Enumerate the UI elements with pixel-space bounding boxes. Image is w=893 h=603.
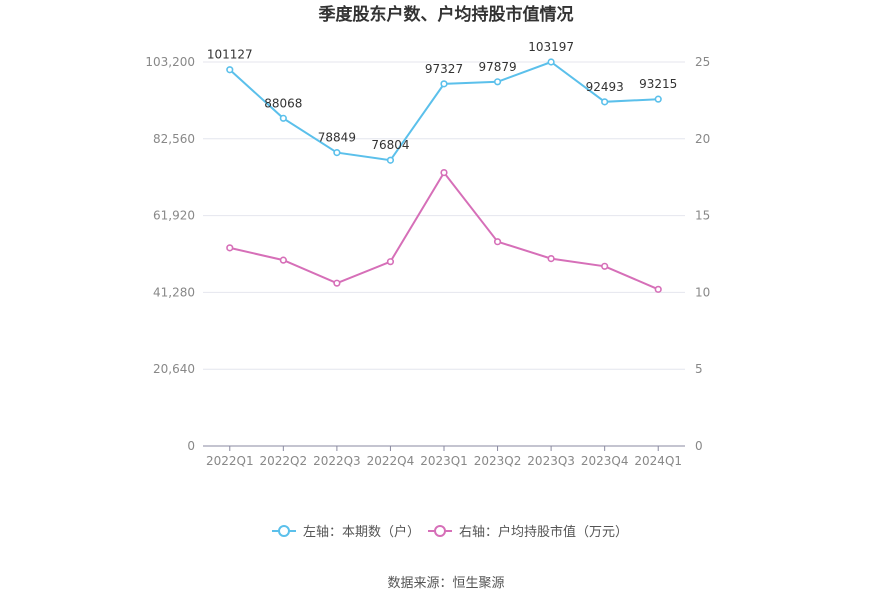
series-group: 101127 88068 78849 76804 97327 97879 103197 924…	[207, 40, 677, 293]
legend[interactable]: 左轴：本期数（户） 右轴：户均持股市值（万元）	[272, 524, 628, 540]
data-label: 93215	[639, 77, 677, 91]
data-point[interactable]	[279, 256, 287, 264]
data-point[interactable]	[226, 66, 234, 74]
y-right-tick-label: 0	[695, 439, 703, 453]
data-label: 76804	[371, 138, 409, 152]
x-tick-label: 2022Q2	[260, 454, 308, 468]
y-right-tick-label: 20	[695, 132, 710, 146]
y-right-tick-label: 25	[695, 55, 710, 69]
data-point[interactable]	[333, 279, 341, 287]
data-point[interactable]	[386, 156, 395, 164]
legend-swatch-marker	[434, 525, 446, 537]
data-point[interactable]	[654, 95, 662, 103]
x-tick-label: 2023Q2	[474, 454, 522, 468]
y-left-tick-label: 41,280	[153, 285, 195, 299]
data-point[interactable]	[440, 80, 448, 88]
data-point[interactable]	[386, 258, 395, 266]
y-right-tick-label: 10	[695, 285, 710, 299]
y-left-tick-label: 20,640	[153, 362, 195, 376]
data-point[interactable]	[547, 58, 555, 66]
x-tick-label: 2023Q3	[527, 454, 575, 468]
y-right-tick-label: 5	[695, 362, 703, 376]
legend-item[interactable]: 左轴：本期数（户）	[272, 524, 420, 540]
data-source: 数据来源：恒生聚源	[387, 576, 504, 591]
data-point[interactable]	[226, 244, 234, 252]
data-point[interactable]	[654, 285, 662, 293]
data-point[interactable]	[333, 149, 341, 157]
y-left-tick-label: 0	[187, 439, 195, 453]
chart-title: 季度股东户数、户均持股市值情况	[319, 4, 574, 25]
x-axis: 2022Q1 2022Q2 2022Q3 2022Q4 2023Q1 2023Q2 2023…	[203, 445, 685, 468]
y-left-tick-label: 61,920	[153, 209, 195, 223]
legend-item[interactable]: 右轴：户均持股市值（万元）	[428, 524, 628, 540]
y-axis-right: 0 5 10 15 20 25	[695, 55, 710, 453]
y-axis-left: 0 20,640 41,280 61,920 82,560 103,200	[145, 55, 195, 453]
data-point[interactable]	[493, 238, 502, 246]
data-label: 103197	[528, 40, 574, 54]
data-point[interactable]	[440, 168, 448, 177]
data-label: 88068	[264, 96, 302, 110]
legend-label: 左轴：本期数（户）	[303, 524, 420, 540]
x-tick-label: 2024Q1	[634, 454, 682, 468]
data-label: 97879	[478, 60, 516, 74]
x-tick-label: 2023Q4	[581, 454, 629, 468]
data-label: 101127	[207, 48, 253, 62]
data-label: 78849	[318, 131, 356, 145]
data-point[interactable]	[601, 262, 609, 270]
data-label: 92493	[586, 80, 624, 94]
series-line-shareholders	[229, 60, 659, 162]
series-line-holding-value	[229, 170, 659, 291]
data-point[interactable]	[547, 255, 555, 263]
data-point[interactable]	[279, 114, 287, 122]
legend-swatch-marker	[278, 525, 290, 537]
y-left-tick-label: 103,200	[145, 55, 195, 69]
data-point[interactable]	[601, 98, 609, 106]
x-tick-label: 2022Q1	[206, 454, 254, 468]
y-right-tick-label: 15	[695, 209, 710, 223]
x-tick-label: 2023Q1	[420, 454, 468, 468]
x-tick-label: 2022Q4	[367, 454, 415, 468]
grid-lines	[203, 61, 685, 370]
data-label: 97327	[425, 62, 463, 76]
x-tick-label: 2022Q3	[313, 454, 361, 468]
legend-label: 右轴：户均持股市值（万元）	[459, 524, 628, 540]
data-point[interactable]	[493, 78, 502, 86]
y-left-tick-label: 82,560	[153, 132, 195, 146]
